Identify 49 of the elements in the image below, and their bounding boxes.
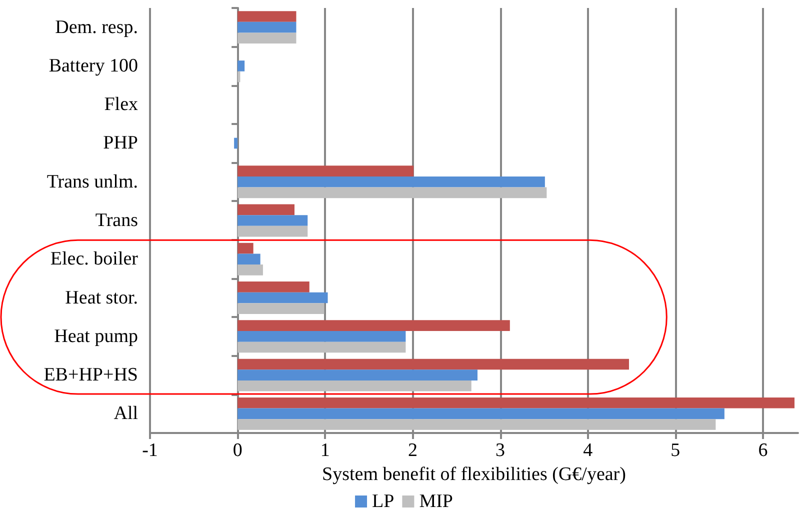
legend-label: MIP <box>419 491 453 512</box>
y-tick-label: PHP <box>103 132 138 154</box>
bar <box>234 138 238 149</box>
x-tick-label: 3 <box>496 440 506 461</box>
bar <box>238 22 296 33</box>
bar <box>238 71 240 82</box>
bar <box>238 32 296 44</box>
bar <box>238 226 308 237</box>
x-tick-label: -1 <box>142 440 158 461</box>
y-tick-label: Heat stor. <box>65 287 138 308</box>
y-tick-label: Trans <box>95 210 138 231</box>
bar <box>238 370 478 380</box>
bar <box>238 320 510 331</box>
bar <box>238 11 296 22</box>
bar <box>238 176 545 188</box>
bar <box>238 342 406 353</box>
bar <box>238 397 794 408</box>
bar <box>238 282 310 292</box>
y-tick-label: Battery 100 <box>48 55 138 76</box>
x-tick-label: 1 <box>320 440 330 461</box>
bar <box>238 264 263 276</box>
bar <box>238 419 716 430</box>
x-tick-label: 4 <box>583 440 594 461</box>
y-tick-label: Flex <box>104 94 138 116</box>
x-tick-label: 0 <box>232 440 242 461</box>
bar <box>238 303 324 314</box>
bar <box>238 331 406 342</box>
x-axis-title: System benefit of flexibilities (G€/year) <box>322 464 626 485</box>
bar <box>238 380 472 392</box>
bar <box>238 408 724 420</box>
bar <box>238 292 328 304</box>
bar <box>238 358 629 370</box>
y-tick-label: All <box>114 403 138 424</box>
bar <box>238 204 294 216</box>
y-tick-label: Elec. boiler <box>50 248 139 270</box>
legend-label: LP <box>372 491 394 512</box>
x-tick-label: 2 <box>408 440 418 461</box>
x-tick-label: 6 <box>758 440 768 461</box>
y-tick-label: EB+HP+HS <box>44 364 138 386</box>
x-tick-label: 5 <box>670 440 680 461</box>
bar <box>238 187 547 198</box>
bar <box>238 242 254 254</box>
bar <box>238 166 414 176</box>
y-tick-label: Heat pump <box>54 326 138 347</box>
y-tick-label: Trans unlm. <box>46 171 138 192</box>
bar <box>238 254 260 265</box>
bar <box>238 215 308 226</box>
bar <box>238 60 245 72</box>
y-tick-label: Dem. resp. <box>55 16 138 38</box>
